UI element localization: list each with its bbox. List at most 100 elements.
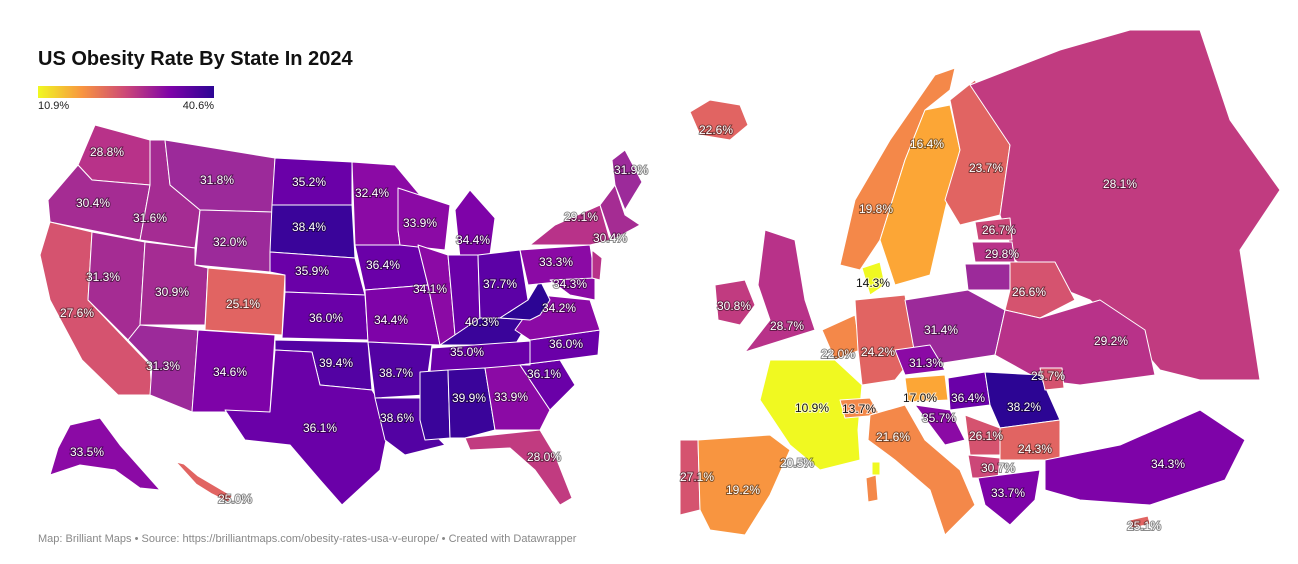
state-hawaii[interactable] [175,461,233,503]
country-czechia[interactable] [894,344,946,376]
legend-gradient-bar [38,86,214,98]
legend-max-label: 40.6% [182,100,214,112]
state-maine[interactable] [611,149,643,211]
europe-country-value-label: 22.0% [821,347,855,361]
country-austria[interactable] [904,374,949,403]
us-state-value-label: 28.0% [527,450,561,464]
europe-country-value-label: 33.7% [991,486,1025,500]
country-cyprus[interactable] [1129,515,1151,529]
state-michigan[interactable] [454,189,496,259]
us-state-value-label: 28.8% [90,145,124,159]
country-iceland[interactable] [689,99,749,141]
legend-min-label: 10.9% [38,100,70,112]
us-state-value-label: 36.0% [549,337,583,351]
country-moldova[interactable] [1039,367,1065,391]
europe-country-value-label: 16.4% [910,137,944,151]
europe-country-value-label: 20.5% [780,456,814,470]
europe-country-value-label: 19.8% [859,202,893,216]
state-alaska[interactable] [49,417,161,491]
us-state-value-label: 39.4% [319,356,353,370]
us-state-value-label: 33.5% [70,445,104,459]
europe-country-value-label: 34.3% [1151,457,1185,471]
us-state-value-label: 30.4% [593,231,627,245]
state-florida[interactable] [464,429,573,506]
europe-country-value-label: 31.3% [909,356,943,370]
us-state-value-label: 25.0% [218,492,252,506]
europe-country-value-label: 26.1% [969,429,1003,443]
us-state-value-label: 32.4% [355,186,389,200]
us-state-value-label: 34.1% [413,282,447,296]
europe-country-value-label: 24.3% [1018,442,1052,456]
state-new-york[interactable] [529,204,611,246]
country-italy[interactable] [867,404,976,536]
europe-country-value-label: 30.8% [717,299,751,313]
color-legend: 10.9% 40.6% [38,86,214,112]
us-state-value-label: 33.9% [494,390,528,404]
us-value-labels: 28.8% 30.4% 31.6% 31.8% 35.2% 32.4% 33.9% 34.4%… [59,144,649,507]
europe-country-value-label: 28.7% [770,319,804,333]
us-state-value-label: 36.4% [366,258,400,272]
state-texas[interactable] [224,349,391,506]
us-state-value-label: 35.2% [292,175,326,189]
europe-country-value-label: 17.0% [903,391,937,405]
europe-country-value-label: 35.7% [922,411,956,425]
europe-country-value-label: 25.7% [1031,369,1065,383]
us-state-value-label: 40.3% [465,315,499,329]
us-state-value-label: 34.4% [456,233,490,247]
country-sardinia[interactable] [871,461,881,476]
us-state-value-label: 34.6% [213,365,247,379]
us-state-value-label: 34.4% [374,313,408,327]
us-state-value-label: 31.3% [86,270,120,284]
country-ukraine[interactable] [994,299,1156,386]
us-state-value-label: 25.1% [226,297,260,311]
us-state-value-label: 36.0% [309,311,343,325]
europe-map [679,29,1281,536]
country-france[interactable] [759,359,863,471]
us-state-value-label: 35.0% [450,345,484,359]
state-mississippi[interactable] [419,369,451,441]
europe-country-value-label: 26.6% [1012,285,1046,299]
state-alabama[interactable] [447,367,496,439]
country-estonia[interactable] [974,217,1013,241]
us-state-value-label: 36.1% [527,367,561,381]
state-new-jersey[interactable] [591,249,603,281]
europe-country-value-label: 29.2% [1094,334,1128,348]
country-norway[interactable] [839,67,956,271]
country-spain[interactable] [697,434,791,536]
us-state-value-label: 38.7% [379,366,413,380]
us-state-value-label: 33.3% [539,255,573,269]
us-state-value-label: 27.6% [60,306,94,320]
country-ireland[interactable] [714,279,756,326]
usa-map [39,124,643,506]
europe-country-value-label: 14.3% [856,276,890,290]
us-state-value-label: 29.1% [564,210,598,224]
us-state-value-label: 31.9% [614,163,648,177]
europe-country-value-label: 10.9% [795,401,829,415]
us-state-value-label: 38.4% [292,220,326,234]
country-united-kingdom[interactable] [744,229,816,353]
us-state-value-label: 31.6% [133,211,167,225]
europe-country-value-label: 23.7% [969,161,1003,175]
europe-country-value-label: 26.7% [982,223,1016,237]
state-new-england[interactable] [599,184,641,241]
europe-country-value-label: 24.2% [861,345,895,359]
country-corsica[interactable] [865,474,879,503]
country-turkey[interactable] [1044,409,1246,506]
europe-country-value-label: 19.2% [726,483,760,497]
europe-country-value-label: 25.1% [1127,519,1161,533]
country-greece[interactable] [977,469,1041,526]
us-state-value-label: 34.2% [542,301,576,315]
us-state-value-label: 39.9% [452,391,486,405]
country-denmark[interactable] [861,261,886,296]
europe-country-value-label: 27.1% [680,470,714,484]
us-state-value-label: 30.9% [155,285,189,299]
country-balkans-west[interactable] [914,404,966,446]
state-maryland[interactable] [549,277,596,301]
state-georgia[interactable] [484,364,551,431]
europe-country-value-label: 29.8% [985,247,1019,261]
us-state-value-label: 31.3% [146,359,180,373]
us-state-value-label: 32.0% [213,235,247,249]
country-lithuania[interactable] [964,263,1013,291]
state-west-virginia[interactable] [499,279,551,321]
